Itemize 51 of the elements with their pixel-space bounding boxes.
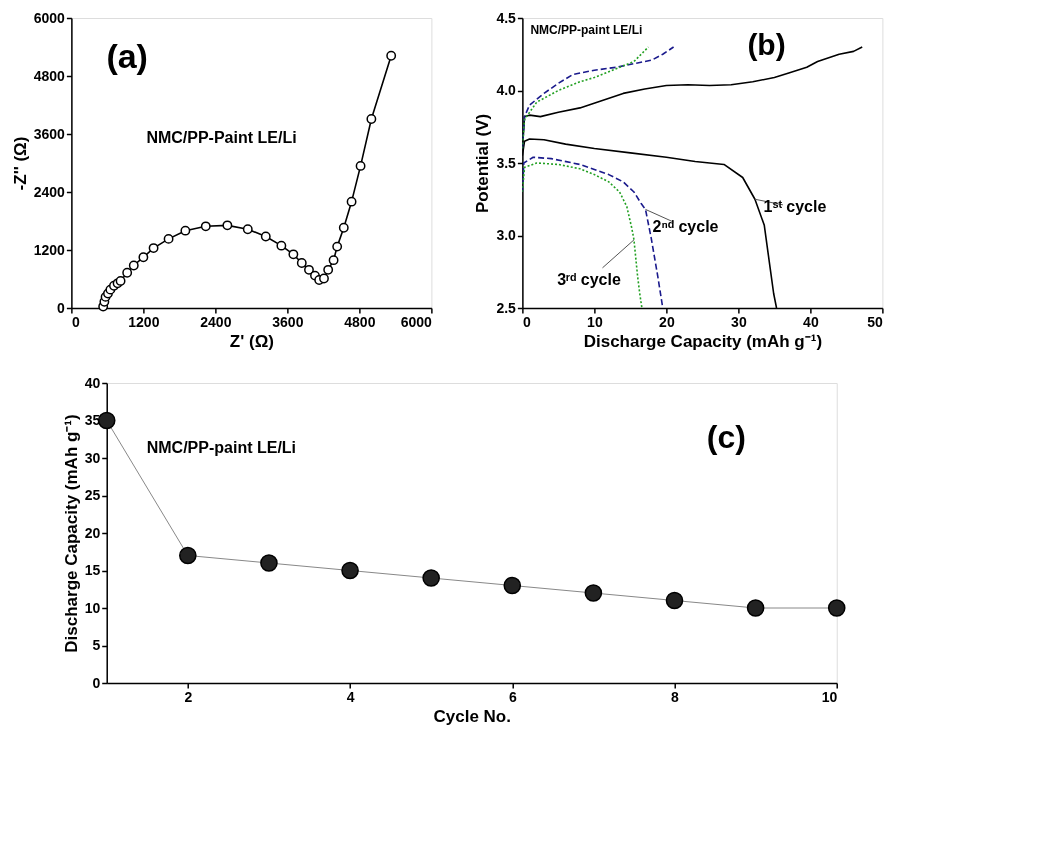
y-tick-label: 40: [84, 374, 101, 391]
x-tick-label: 10: [587, 313, 603, 330]
x-tick-label: 50: [867, 313, 884, 330]
y-tick-label: 4800: [33, 67, 66, 84]
y-axis-title: -Z'' (Ω): [10, 136, 30, 191]
x-axis-title: Z' (Ω): [229, 331, 274, 351]
y-tick-label: 25: [84, 487, 101, 503]
y-tick-label: 3.5: [496, 154, 517, 171]
annotation: NMC/PP-paint LE/Li: [530, 23, 643, 37]
x-tick-label: 40: [803, 313, 819, 330]
y-axis-title: Potential (V): [473, 113, 493, 214]
x-axis-title: Discharge Capacity (mAh g⁻¹): [583, 331, 823, 351]
y-tick-label: 1200: [33, 241, 66, 258]
y-axis-title: Discharge Capacity (mAh g⁻¹): [61, 414, 81, 653]
y-tick-label: 4.0: [496, 82, 517, 98]
y-tick-label: 0: [57, 299, 66, 316]
y-tick-label: 5: [92, 637, 101, 653]
annotation: 2ⁿᵈ cycle: [652, 218, 719, 236]
x-tick-label: 30: [731, 313, 747, 330]
annotation: NMC/PP-paint LE/Li: [146, 439, 297, 456]
x-tick-label: 10: [821, 688, 838, 705]
x-tick-label: 8: [671, 688, 680, 705]
x-tick-label: 20: [659, 313, 675, 330]
y-tick-label: 0: [92, 674, 101, 691]
y-tick-label: 30: [84, 449, 101, 466]
y-tick-label: 10: [84, 599, 101, 616]
x-tick-label: 2400: [200, 313, 232, 330]
annotation: 1ˢᵗ cycle: [763, 198, 827, 216]
x-tick-label: 4800: [344, 313, 376, 330]
y-tick-label: 20: [84, 524, 101, 541]
annotation: NMC/PP-Paint LE/Li: [146, 129, 297, 146]
x-axis-title: Cycle No.: [433, 706, 511, 726]
annotation: (a): [106, 37, 148, 75]
y-tick-label: 2.5: [496, 299, 517, 316]
x-tick-label: 6000: [400, 313, 433, 330]
x-tick-label: 0: [71, 313, 80, 330]
annotation: (c): [706, 419, 746, 455]
y-tick-label: 3600: [33, 125, 66, 142]
annotation: 3ʳᵈ cycle: [557, 270, 621, 288]
x-tick-label: 2: [184, 688, 193, 705]
x-tick-label: 0: [522, 313, 531, 330]
y-tick-label: 2400: [33, 183, 66, 200]
x-tick-label: 3600: [272, 313, 304, 330]
x-tick-label: 1200: [128, 313, 160, 330]
y-tick-label: 3.0: [496, 227, 517, 243]
y-tick-label: 6000: [33, 9, 66, 26]
annotation: (b): [747, 28, 786, 61]
x-tick-label: 6: [508, 688, 517, 705]
y-tick-label: 4.5: [496, 9, 517, 26]
y-tick-label: 15: [84, 562, 101, 578]
x-tick-label: 4: [346, 688, 355, 705]
